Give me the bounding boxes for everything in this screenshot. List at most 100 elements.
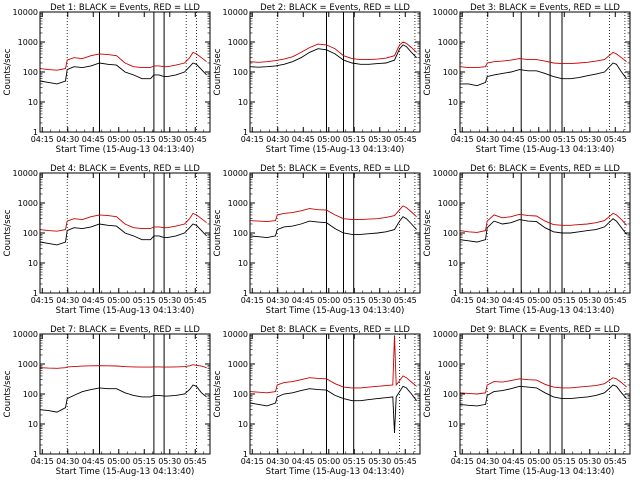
x-axis-label: Start Time (15-Aug-13 04:13:40) <box>56 145 195 155</box>
x-tick-label: 05:00 <box>107 457 130 466</box>
y-tick-label: 1 <box>243 450 248 459</box>
x-tick-label: 04:45 <box>82 135 105 144</box>
panel-title: Det 5: BLACK = Events, RED = LLD <box>260 164 410 174</box>
y-tick-label: 1 <box>453 128 458 137</box>
y-tick-label: 1000 <box>438 199 458 208</box>
x-tick-label: 04:45 <box>292 457 315 466</box>
x-tick-label: 04:30 <box>266 457 289 466</box>
y-axis-label: Counts/sec <box>3 370 13 417</box>
y-tick-label: 10000 <box>223 8 248 17</box>
detector-panel-5: Det 5: BLACK = Events, RED = LLD 1 10 100 10… <box>213 164 421 316</box>
x-tick-label: 05:15 <box>553 296 576 305</box>
x-tick-label: 04:30 <box>266 135 289 144</box>
y-tick-label: 10 <box>28 98 38 107</box>
x-tick-label: 04:30 <box>56 457 79 466</box>
x-tick-label: 05:00 <box>527 457 550 466</box>
series-black <box>40 62 207 85</box>
x-tick-label: 05:00 <box>317 457 340 466</box>
detector-panel-9: Det 9: BLACK = Events, RED = LLD 1 10 100 10… <box>423 325 631 477</box>
y-tick-label: 100 <box>443 68 458 77</box>
y-axis-label: Counts/sec <box>3 48 13 95</box>
plot-area <box>460 12 627 132</box>
series-red <box>460 377 627 395</box>
x-tick-label: 04:45 <box>502 457 525 466</box>
y-tick-label: 1 <box>33 128 38 137</box>
plot-area <box>40 173 207 293</box>
x-tick-label: 05:00 <box>107 296 130 305</box>
plot-area <box>250 12 417 132</box>
series-red <box>40 212 207 232</box>
x-tick-label: 05:15 <box>133 457 156 466</box>
y-axis-label: Counts/sec <box>213 48 223 95</box>
y-tick-label: 10000 <box>13 8 38 17</box>
x-axis-label: Start Time (15-Aug-13 04:13:40) <box>266 145 405 155</box>
x-tick-label: 04:45 <box>502 135 525 144</box>
x-tick-label: 04:15 <box>241 135 264 144</box>
y-tick-label: 1 <box>243 128 248 137</box>
x-tick-label: 05:30 <box>578 457 601 466</box>
panel-title: Det 9: BLACK = Events, RED = LLD <box>470 325 620 335</box>
y-tick-label: 10 <box>28 259 38 268</box>
y-tick-label: 10 <box>238 98 248 107</box>
y-axis-label: Counts/sec <box>213 370 223 417</box>
y-tick-label: 100 <box>233 68 248 77</box>
x-tick-label: 05:00 <box>527 296 550 305</box>
x-axis-label: Start Time (15-Aug-13 04:13:40) <box>476 145 615 155</box>
x-tick-label: 05:45 <box>604 457 627 466</box>
x-tick-label: 05:15 <box>133 296 156 305</box>
x-tick-label: 04:30 <box>476 296 499 305</box>
detector-panel-3: Det 3: BLACK = Events, RED = LLD 1 10 100 10… <box>423 3 631 155</box>
panel-title: Det 2: BLACK = Events, RED = LLD <box>260 3 410 13</box>
x-tick-label: 05:00 <box>317 296 340 305</box>
detector-panel-4: Det 4: BLACK = Events, RED = LLD 1 10 100 10… <box>3 164 211 316</box>
axes-frame <box>249 333 421 455</box>
x-tick-label: 05:30 <box>578 135 601 144</box>
plot-area <box>250 334 417 454</box>
axes-frame <box>249 172 421 294</box>
x-axis-label: Start Time (15-Aug-13 04:13:40) <box>56 467 195 477</box>
x-tick-label: 04:45 <box>292 296 315 305</box>
x-tick-label: 05:00 <box>317 135 340 144</box>
detector-panel-8: Det 8: BLACK = Events, RED = LLD 1 10 100 10… <box>213 325 421 477</box>
x-tick-label: 05:45 <box>394 296 417 305</box>
x-tick-label: 05:45 <box>604 135 627 144</box>
x-tick-label: 04:45 <box>502 296 525 305</box>
y-tick-label: 10000 <box>13 330 38 339</box>
series-black <box>460 218 627 243</box>
y-tick-label: 1 <box>453 450 458 459</box>
y-axis-label: Counts/sec <box>3 209 13 256</box>
x-tick-label: 04:30 <box>56 135 79 144</box>
panel-title: Det 4: BLACK = Events, RED = LLD <box>50 164 200 174</box>
y-tick-label: 10 <box>238 420 248 429</box>
series-black <box>40 384 207 413</box>
y-axis-label: Counts/sec <box>423 48 433 95</box>
x-tick-label: 05:30 <box>158 457 181 466</box>
x-tick-label: 04:30 <box>476 135 499 144</box>
series-red <box>40 51 207 71</box>
y-tick-label: 1000 <box>228 199 248 208</box>
x-tick-label: 05:15 <box>553 457 576 466</box>
y-tick-label: 1000 <box>228 360 248 369</box>
x-tick-label: 05:30 <box>368 135 391 144</box>
x-tick-label: 04:45 <box>292 135 315 144</box>
panel-title: Det 8: BLACK = Events, RED = LLD <box>260 325 410 335</box>
x-tick-label: 04:15 <box>31 135 54 144</box>
series-red <box>250 335 417 394</box>
plot-area <box>40 12 207 132</box>
x-tick-label: 05:15 <box>343 135 366 144</box>
detector-panel-1: Det 1: BLACK = Events, RED = LLD 1 10 100 10… <box>3 3 211 155</box>
plot-area <box>40 334 207 454</box>
y-tick-label: 1000 <box>438 360 458 369</box>
x-axis-label: Start Time (15-Aug-13 04:13:40) <box>476 467 615 477</box>
y-tick-label: 1 <box>243 289 248 298</box>
y-tick-label: 10 <box>28 420 38 429</box>
series-red <box>460 51 627 69</box>
series-red <box>250 41 417 63</box>
y-tick-label: 10 <box>448 259 458 268</box>
y-tick-label: 10 <box>448 98 458 107</box>
x-tick-label: 05:45 <box>394 135 417 144</box>
x-tick-label: 04:15 <box>31 457 54 466</box>
plot-area <box>460 334 627 454</box>
plot-area <box>250 173 417 293</box>
